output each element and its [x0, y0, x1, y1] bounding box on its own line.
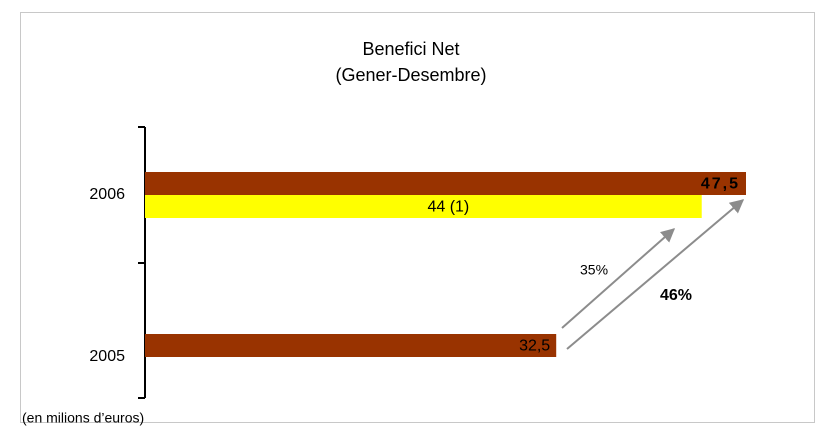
y-tick-label: 2006: [89, 186, 125, 203]
annotation: 46%: [660, 287, 692, 304]
bar: [145, 172, 746, 195]
y-tick-label: 2005: [89, 348, 125, 365]
footnote: (en milions d’euros): [22, 410, 144, 426]
growth-arrows: [561, 199, 745, 350]
chart-subtitle: (Gener-Desembre): [335, 65, 486, 85]
bar: [145, 195, 702, 218]
value-label: 32,5: [519, 338, 550, 355]
value-label: 44 (1): [427, 199, 469, 216]
bar: [145, 334, 557, 357]
annotation: 35%: [580, 262, 608, 278]
chart-title: Benefici Net: [362, 39, 459, 59]
value-label: 47,5: [701, 176, 740, 193]
